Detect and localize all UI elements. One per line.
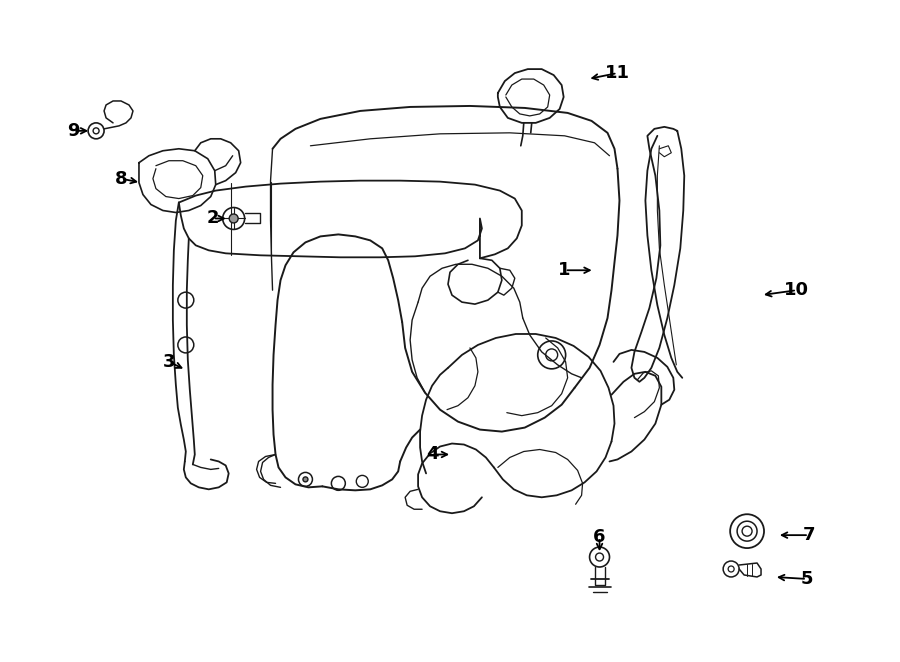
Circle shape — [303, 477, 308, 482]
Text: 7: 7 — [803, 526, 815, 544]
Text: 5: 5 — [801, 570, 813, 588]
Text: 3: 3 — [163, 353, 176, 371]
Text: 8: 8 — [114, 169, 127, 187]
Text: 2: 2 — [206, 209, 219, 228]
Text: 1: 1 — [558, 261, 571, 279]
Text: 4: 4 — [426, 446, 438, 463]
Text: 6: 6 — [593, 528, 606, 546]
Text: 11: 11 — [605, 64, 630, 82]
Text: 10: 10 — [785, 281, 809, 299]
Text: 9: 9 — [67, 122, 79, 140]
Circle shape — [230, 214, 238, 223]
